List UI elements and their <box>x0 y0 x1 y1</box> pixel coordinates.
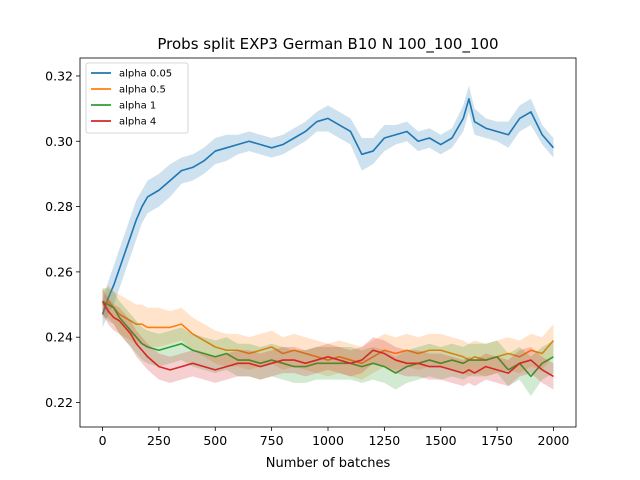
series-line <box>101 98 555 315</box>
legend-label: alpha 0.05 <box>119 69 172 80</box>
y-tick-label: 0.28 <box>45 199 73 214</box>
legend: alpha 0.05 alpha 0.5 alpha 1 alpha 4 <box>85 62 189 134</box>
legend-item: alpha 0.5 <box>91 85 166 96</box>
y-tick-label: 0.32 <box>45 68 73 83</box>
x-axis-label: Number of batches <box>266 456 391 471</box>
y-tick-label: 0.30 <box>45 134 73 149</box>
series-line <box>102 300 554 378</box>
x-tick-label: 750 <box>260 433 284 448</box>
y-tick-label: 0.24 <box>45 330 73 345</box>
x-tick-label: 0 <box>99 433 107 448</box>
legend-box <box>85 62 189 134</box>
legend-item: alpha 0.05 <box>91 69 172 80</box>
y-axis: 0.22 0.24 0.26 0.28 0.30 0.32 <box>45 68 80 410</box>
y-tick-label: 0.22 <box>45 395 73 410</box>
x-tick-label: 500 <box>203 433 227 448</box>
legend-label: alpha 0.5 <box>119 85 166 96</box>
x-tick-label: 1750 <box>481 433 513 448</box>
x-tick-label: 1500 <box>425 433 457 448</box>
x-tick-label: 2000 <box>538 433 570 448</box>
legend-label: alpha 1 <box>119 101 156 112</box>
legend-label: alpha 4 <box>119 117 156 128</box>
x-tick-label: 1250 <box>368 433 400 448</box>
x-tick-label: 1000 <box>312 433 344 448</box>
series-line <box>101 300 554 378</box>
series-alpha-0-05 <box>101 85 555 328</box>
plot-area <box>101 85 555 396</box>
series-alpha-4 <box>101 288 554 390</box>
y-tick-label: 0.26 <box>45 264 73 279</box>
legend-item: alpha 4 <box>91 117 156 128</box>
confidence-band <box>102 288 554 390</box>
x-axis: 0 250 500 750 1000 1250 1500 1750 2000 <box>99 427 570 448</box>
x-tick-label: 250 <box>147 433 171 448</box>
chart-title: Probs split EXP3 German B10 N 100_100_10… <box>157 35 498 54</box>
series-line <box>102 300 555 365</box>
legend-item: alpha 1 <box>91 101 156 112</box>
confidence-band <box>102 85 554 328</box>
